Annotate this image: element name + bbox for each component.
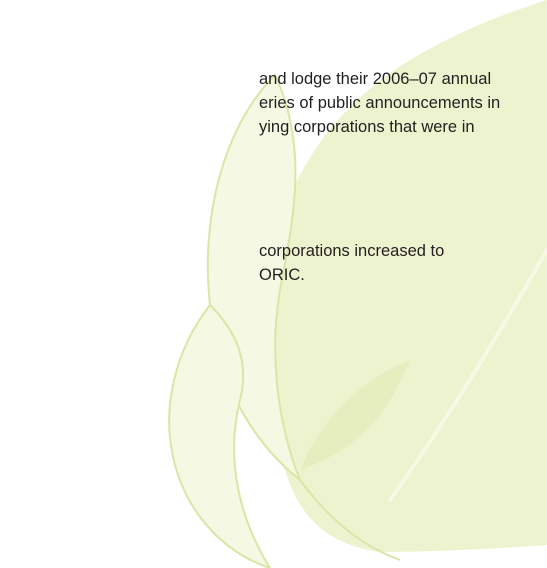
paragraph-1: and lodge their 2006–07 annual eries of … xyxy=(0,67,501,139)
paragraph-2-line-1: corporations increased to xyxy=(259,242,445,260)
paragraph-2-line-2: ORIC. xyxy=(259,266,305,284)
stem-curve xyxy=(299,479,401,561)
paragraph-1-line-2: eries of public announcements in xyxy=(259,94,501,112)
paragraph-1-line-1: and lodge their 2006–07 annual xyxy=(259,70,492,88)
leaf-vein-line xyxy=(388,248,547,502)
paragraph-2: corporations increased to ORIC. xyxy=(0,239,445,287)
paragraph-1-line-3: ying corporations that were in xyxy=(259,118,475,136)
inner-leaf-shape xyxy=(300,360,410,470)
